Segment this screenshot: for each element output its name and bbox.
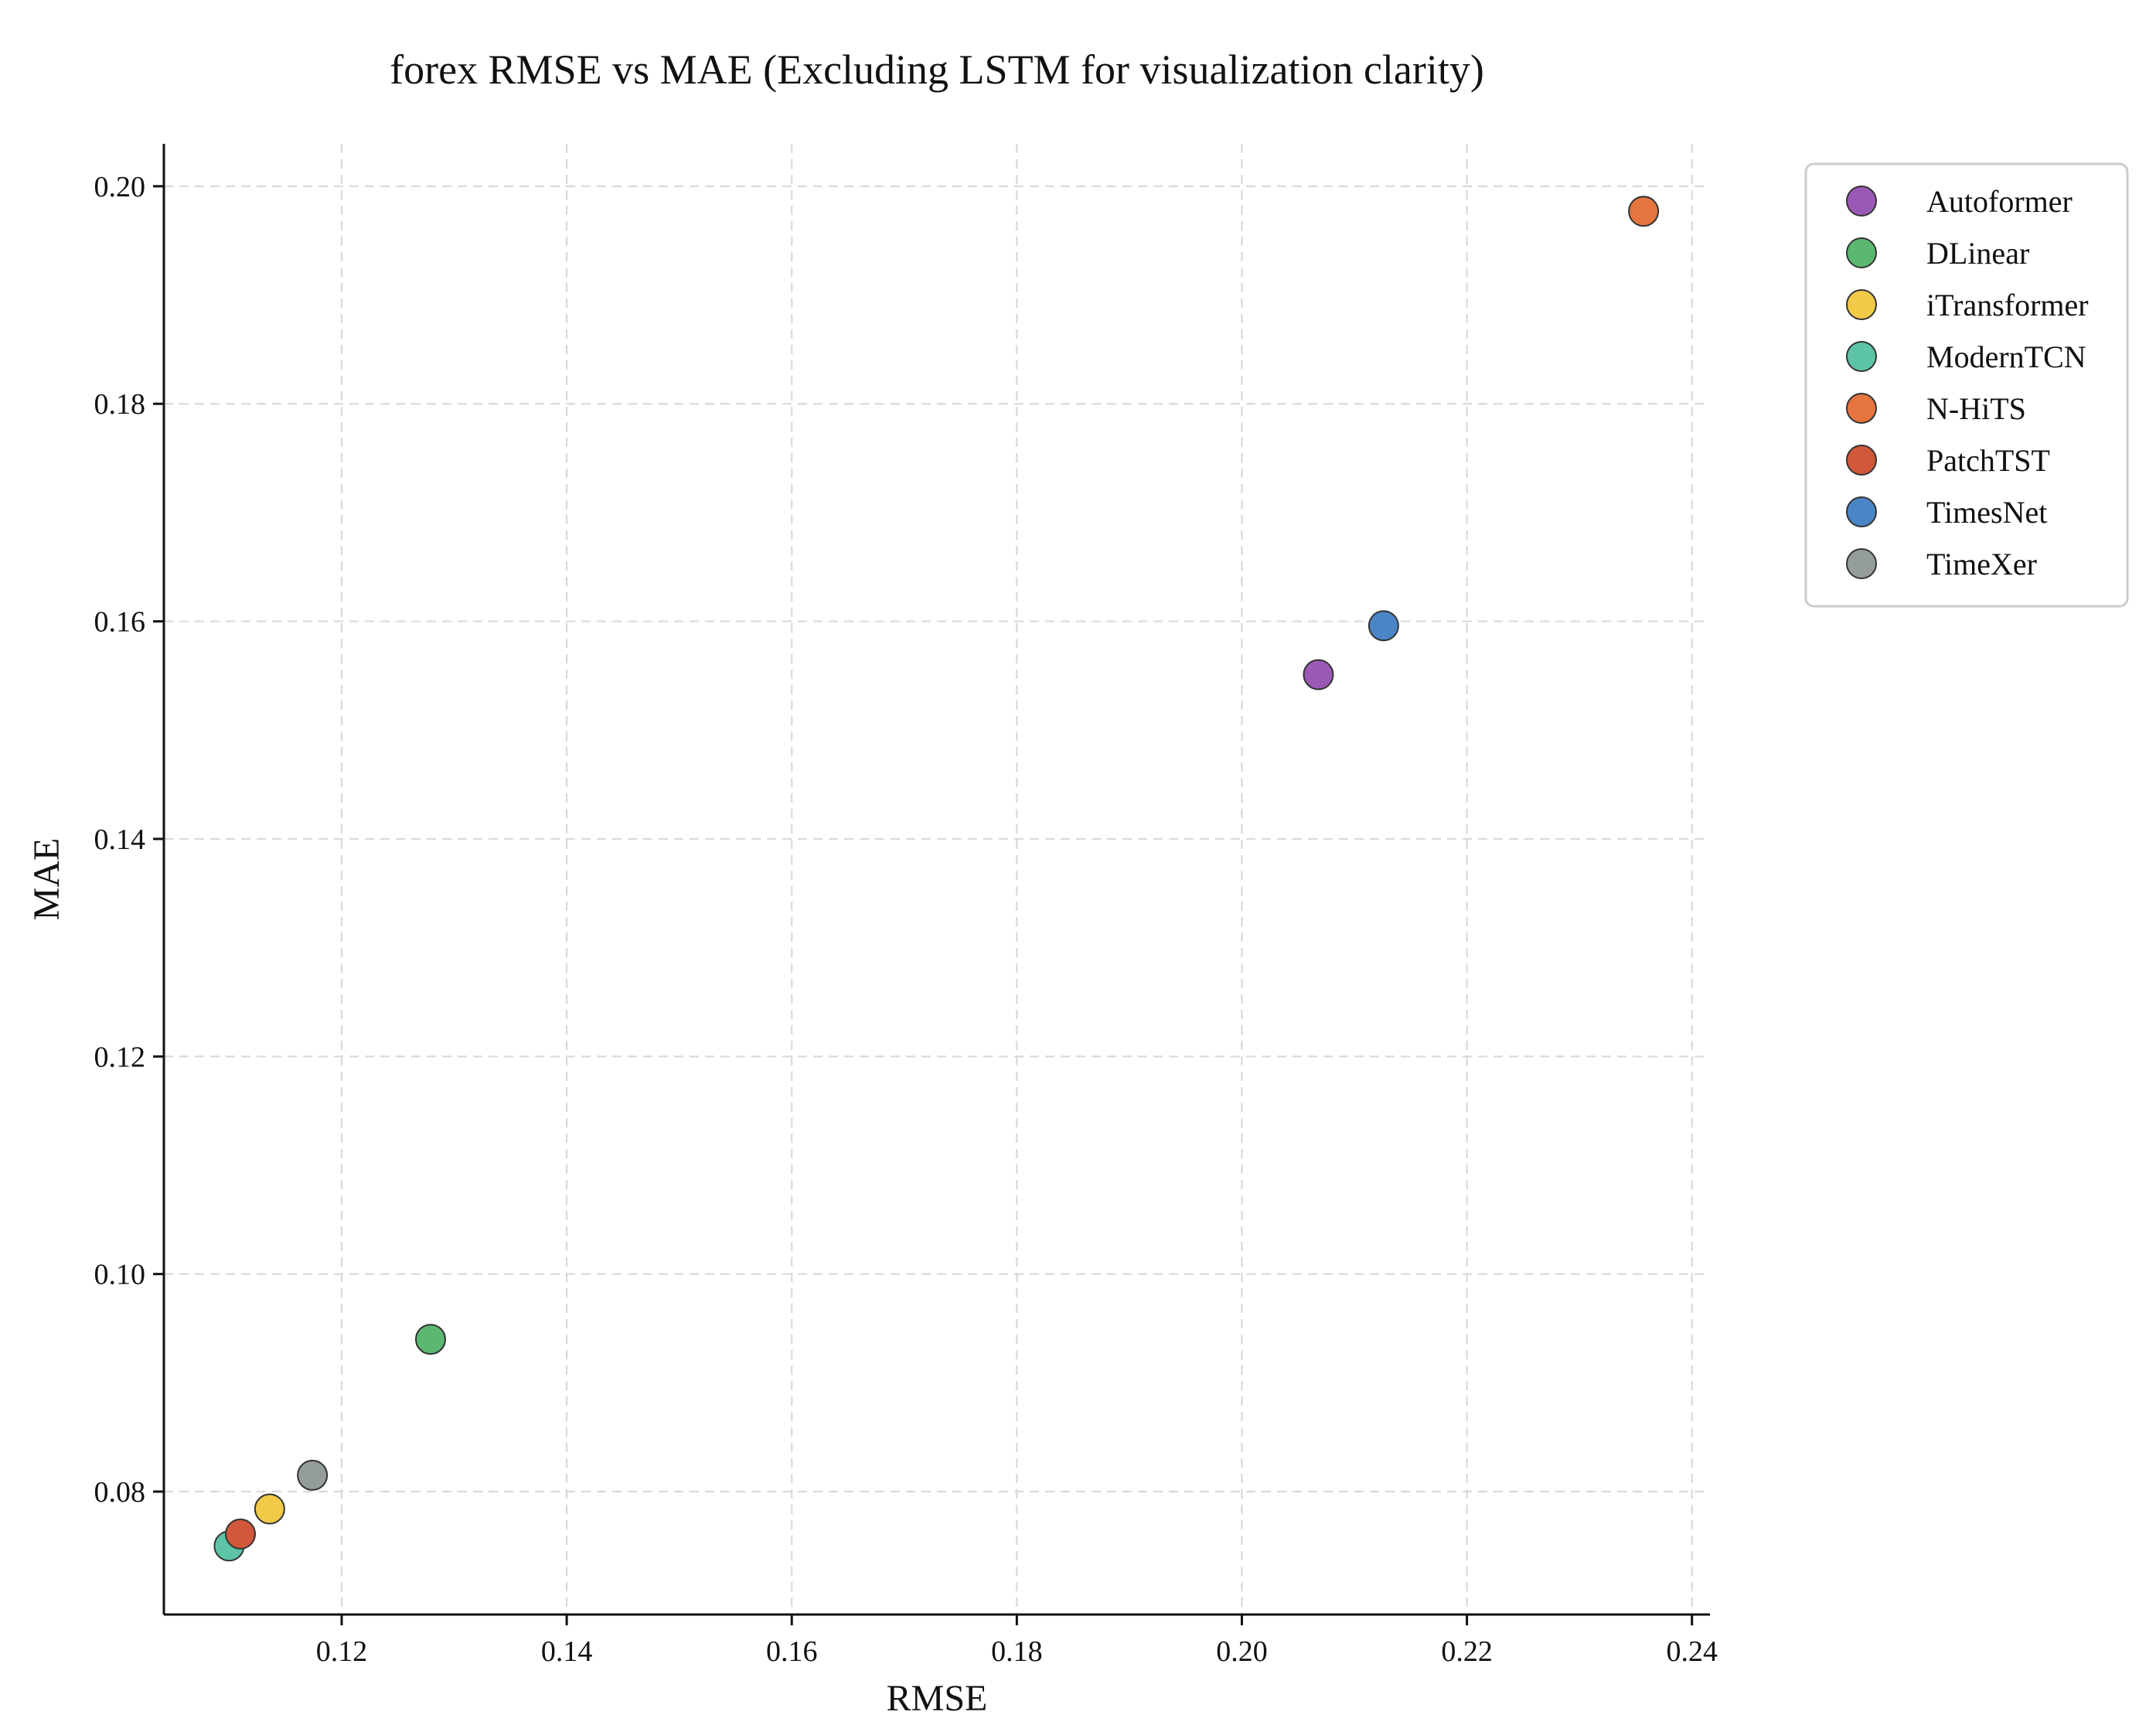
y-tick-label: 0.18 — [94, 388, 146, 421]
y-tick-label: 0.08 — [94, 1476, 146, 1509]
legend-label: TimesNet — [1926, 495, 2047, 530]
legend-marker — [1846, 393, 1877, 424]
legend-label: PatchTST — [1926, 443, 2050, 478]
legend-label: iTransformer — [1926, 288, 2089, 322]
x-tick-label: 0.16 — [766, 1635, 818, 1668]
axes: 0.12 0.14 0.16 0.18 0.20 0.22 0.24 0.08 0.10 0.12… — [94, 144, 1718, 1668]
data-point-patchtst — [224, 1518, 256, 1550]
x-axis-label: RMSE — [887, 1678, 988, 1718]
legend-marker — [1846, 237, 1877, 268]
y-tick-label: 0.20 — [94, 171, 146, 203]
legend-label: ModernTCN — [1926, 339, 2086, 374]
x-tick-label: 0.12 — [316, 1635, 368, 1668]
x-tick-label: 0.14 — [541, 1635, 593, 1668]
y-tick-label: 0.16 — [94, 606, 146, 639]
legend-marker — [1846, 341, 1877, 372]
y-axis-label: MAE — [26, 838, 67, 921]
legend-marker — [1846, 496, 1877, 527]
y-tick-label: 0.14 — [94, 823, 146, 856]
legend-marker — [1846, 186, 1877, 217]
x-tick-label: 0.20 — [1216, 1635, 1268, 1668]
data-point-n-hits — [1628, 196, 1660, 227]
chart-title: forex RMSE vs MAE (Excluding LSTM for vi… — [390, 46, 1484, 93]
x-tick-label: 0.22 — [1441, 1635, 1493, 1668]
legend-label: Autoformer — [1926, 184, 2073, 219]
y-tick-label: 0.12 — [94, 1041, 146, 1073]
data-points — [213, 196, 1660, 1562]
grid-lines — [164, 144, 1710, 1615]
data-point-timesnet — [1368, 610, 1399, 642]
legend: Autoformer DLinear iTransformer ModernTCN N-… — [1804, 162, 2129, 608]
data-point-timexer — [297, 1459, 329, 1491]
data-point-autoformer — [1303, 659, 1334, 691]
data-point-dlinear — [414, 1324, 446, 1355]
y-tick-label: 0.10 — [94, 1259, 146, 1291]
legend-frame — [1804, 162, 2129, 608]
legend-label: TimeXer — [1926, 547, 2037, 581]
legend-marker — [1846, 445, 1877, 476]
x-tick-label: 0.18 — [991, 1635, 1043, 1668]
data-point-itransformer — [254, 1493, 285, 1525]
legend-label: N-HiTS — [1926, 391, 2026, 426]
legend-label: DLinear — [1926, 236, 2029, 271]
legend-marker — [1846, 289, 1877, 320]
x-tick-label: 0.24 — [1666, 1635, 1718, 1668]
legend-marker — [1846, 548, 1877, 579]
